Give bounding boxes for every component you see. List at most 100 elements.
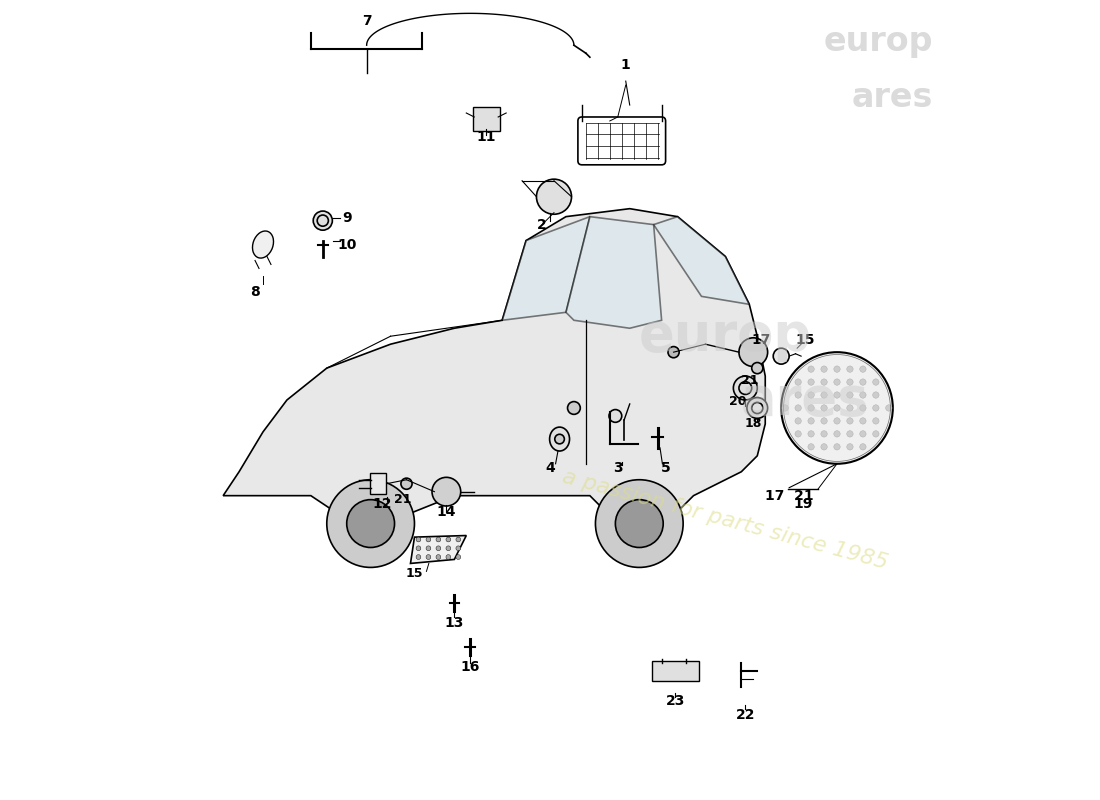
Circle shape	[807, 405, 814, 411]
Circle shape	[807, 430, 814, 437]
Text: 4: 4	[546, 461, 554, 474]
Circle shape	[821, 430, 827, 437]
Circle shape	[834, 405, 840, 411]
Circle shape	[446, 554, 451, 559]
Circle shape	[834, 418, 840, 424]
Text: 3: 3	[613, 461, 623, 474]
Circle shape	[795, 405, 801, 411]
Circle shape	[773, 348, 789, 364]
Circle shape	[847, 366, 854, 372]
Text: 15: 15	[795, 334, 815, 347]
Circle shape	[860, 444, 866, 450]
Circle shape	[426, 546, 431, 550]
Text: ares: ares	[851, 81, 933, 114]
Text: 17: 17	[751, 334, 771, 347]
Circle shape	[886, 405, 892, 411]
Circle shape	[436, 537, 441, 542]
Text: 1: 1	[620, 58, 630, 72]
Text: 7: 7	[362, 14, 372, 28]
Circle shape	[668, 346, 679, 358]
Circle shape	[847, 392, 854, 398]
Polygon shape	[503, 217, 590, 320]
Circle shape	[436, 554, 441, 559]
Circle shape	[432, 478, 461, 506]
Circle shape	[455, 537, 461, 542]
Circle shape	[416, 554, 421, 559]
Circle shape	[568, 402, 581, 414]
FancyBboxPatch shape	[578, 117, 666, 165]
Text: a passion for parts since 1985: a passion for parts since 1985	[560, 466, 890, 573]
Circle shape	[446, 546, 451, 550]
Circle shape	[872, 405, 879, 411]
Circle shape	[834, 430, 840, 437]
Circle shape	[872, 430, 879, 437]
Circle shape	[821, 366, 827, 372]
Text: 17  21: 17 21	[764, 489, 814, 502]
Circle shape	[807, 366, 814, 372]
Polygon shape	[410, 535, 466, 563]
Circle shape	[426, 537, 431, 542]
Circle shape	[821, 379, 827, 386]
Circle shape	[795, 392, 801, 398]
Circle shape	[416, 537, 421, 542]
Circle shape	[554, 434, 564, 444]
Ellipse shape	[550, 427, 570, 451]
Text: 13: 13	[444, 616, 464, 630]
Circle shape	[426, 554, 431, 559]
Circle shape	[747, 398, 768, 418]
Polygon shape	[653, 217, 749, 304]
Circle shape	[821, 444, 827, 450]
Circle shape	[860, 366, 866, 372]
FancyBboxPatch shape	[473, 107, 499, 130]
Text: 2: 2	[537, 218, 547, 232]
Circle shape	[821, 418, 827, 424]
Circle shape	[860, 430, 866, 437]
Text: 20: 20	[728, 395, 746, 408]
Circle shape	[781, 352, 893, 464]
Circle shape	[595, 480, 683, 567]
Text: ares: ares	[741, 374, 869, 426]
Text: 5: 5	[661, 461, 671, 474]
Circle shape	[751, 362, 763, 374]
Text: 12: 12	[373, 497, 393, 510]
Circle shape	[795, 379, 801, 386]
Circle shape	[821, 392, 827, 398]
Circle shape	[807, 418, 814, 424]
Polygon shape	[223, 209, 766, 527]
Text: 8: 8	[250, 286, 260, 299]
Circle shape	[782, 405, 789, 411]
Circle shape	[860, 392, 866, 398]
Circle shape	[834, 379, 840, 386]
Text: 11: 11	[476, 130, 496, 144]
Circle shape	[872, 379, 879, 386]
Circle shape	[847, 405, 854, 411]
Text: 19: 19	[793, 497, 813, 510]
Circle shape	[327, 480, 415, 567]
Circle shape	[795, 418, 801, 424]
Circle shape	[739, 338, 768, 366]
FancyBboxPatch shape	[652, 662, 700, 681]
Text: 22: 22	[736, 708, 755, 722]
Text: europ: europ	[823, 26, 933, 58]
Circle shape	[860, 418, 866, 424]
Circle shape	[314, 211, 332, 230]
Text: 15: 15	[406, 567, 424, 580]
Circle shape	[847, 418, 854, 424]
Circle shape	[537, 179, 572, 214]
Circle shape	[834, 392, 840, 398]
Circle shape	[807, 444, 814, 450]
Text: 14: 14	[437, 505, 456, 518]
Circle shape	[807, 392, 814, 398]
Circle shape	[834, 366, 840, 372]
Text: 23: 23	[666, 694, 685, 707]
Circle shape	[346, 500, 395, 547]
Text: 9: 9	[342, 211, 352, 226]
Circle shape	[609, 410, 622, 422]
Circle shape	[734, 376, 757, 400]
Circle shape	[615, 500, 663, 547]
Circle shape	[860, 405, 866, 411]
Ellipse shape	[253, 231, 274, 258]
Circle shape	[872, 392, 879, 398]
Circle shape	[436, 546, 441, 550]
Circle shape	[446, 537, 451, 542]
